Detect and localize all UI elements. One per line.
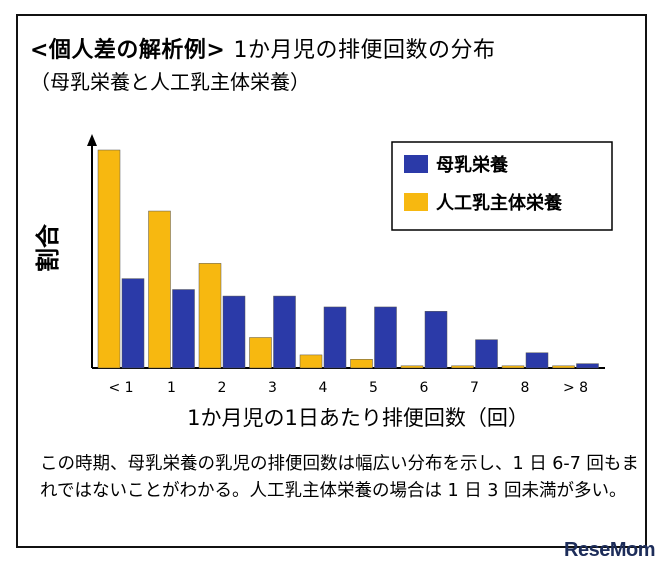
bar-formula-0 (97, 149, 121, 369)
bar-formula-5 (350, 359, 373, 369)
bar-formula-4 (299, 354, 323, 369)
figure-title: <個人差の解析例> 1か月児の排便回数の分布 (30, 32, 496, 64)
bar-breast-6 (424, 311, 448, 369)
x-tick-label: 8 (521, 380, 530, 396)
figure-caption: この時期、母乳栄養の乳児の排便回数は幅広い分布を示し、1 日 6-7 回もまれで… (40, 454, 639, 501)
x-tick-label: < 1 (108, 380, 133, 396)
x-tick-label: 1 (167, 380, 176, 396)
x-axis-label: 1か月児の1日あたり排便回数（回） (187, 406, 529, 430)
x-tick-label: 2 (218, 380, 227, 396)
bar-formula-6 (400, 365, 424, 369)
bar-breast-2 (222, 295, 246, 369)
figure-frame (16, 14, 647, 548)
y-axis-arrow (87, 134, 97, 146)
chart-bars (97, 149, 599, 369)
bar-breast-9 (576, 363, 599, 369)
bar-formula-1 (148, 210, 171, 369)
bar-breast-7 (475, 339, 498, 369)
legend-box (391, 141, 613, 231)
bar-formula-2 (198, 263, 222, 369)
x-tick-label: 4 (319, 380, 328, 396)
bar-formula-9 (552, 365, 575, 369)
legend-swatch (404, 193, 428, 211)
x-tick-label: 6 (420, 380, 429, 396)
bar-breast-0 (121, 278, 145, 369)
bar-breast-3 (273, 295, 296, 369)
bar-formula-3 (249, 337, 272, 369)
bar-breast-4 (323, 306, 347, 369)
bar-formula-8 (501, 365, 525, 369)
legend-label: 人工乳主体栄養 (436, 192, 562, 214)
legend-label: 母乳栄養 (436, 154, 508, 176)
title-bracket-text: <個人差の解析例> (30, 38, 226, 63)
title-main-text: 1か月児の排便回数の分布 (233, 38, 496, 63)
resemom-watermark: ReseMom (564, 539, 655, 561)
bar-breast-8 (525, 352, 549, 369)
x-tick-label: 5 (369, 380, 378, 396)
x-tick-labels: < 1 1 2 3 4 5 6 7 8 > 8 (108, 380, 588, 396)
x-tick-label: 3 (268, 380, 277, 396)
bar-breast-1 (172, 289, 195, 369)
x-tick-label: 7 (470, 380, 479, 396)
bar-formula-7 (451, 365, 474, 369)
bar-breast-5 (374, 306, 397, 369)
y-axis-label: 割合 (34, 223, 62, 272)
figure-subtitle: （母乳栄養と人工乳主体栄養） (30, 70, 310, 94)
x-tick-label: > 8 (563, 380, 588, 396)
legend-swatch (404, 155, 428, 173)
